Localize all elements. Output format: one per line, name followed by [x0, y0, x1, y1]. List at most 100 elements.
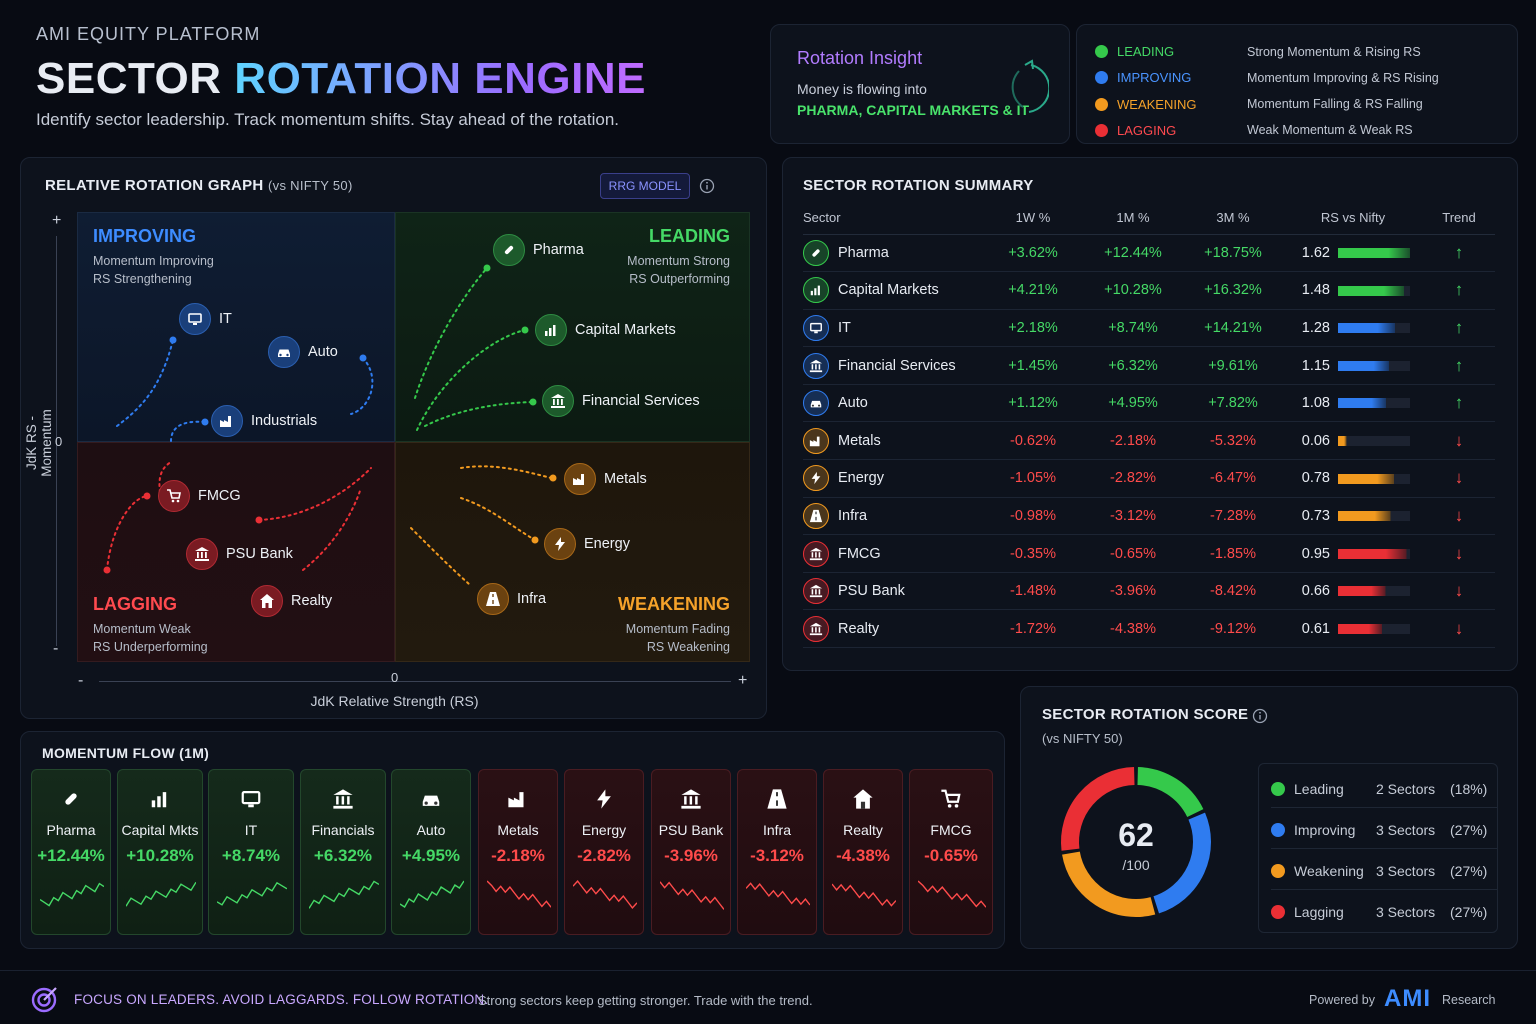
table-row[interactable]: Infra -0.98% -3.12% -7.28% 0.73 ↓ [803, 497, 1495, 536]
table-row[interactable]: Realty -1.72% -4.38% -9.12% 0.61 ↓ [803, 609, 1495, 649]
momentum-card[interactable]: PSU Bank -3.96% [651, 769, 731, 935]
rrg-node-label: Industrials [251, 413, 318, 429]
quadrant-label-improving: IMPROVING [93, 226, 197, 246]
rotation-trails [103, 264, 557, 585]
momentum-card-value: +12.44% [37, 846, 105, 865]
table-row[interactable]: FMCG -0.35% -0.65% -1.85% 0.95 ↓ [803, 534, 1495, 573]
sector-cell: FMCG [803, 534, 983, 573]
rrg-node-auto[interactable]: Auto [268, 336, 338, 368]
insight-title: Rotation Insight [797, 48, 923, 68]
score-label: Improving [1294, 821, 1356, 838]
rrg-node-label: Infra [517, 591, 547, 607]
info-icon[interactable] [699, 178, 715, 194]
y-axis-line [56, 236, 57, 646]
momentum-card-name: Infra [762, 822, 791, 838]
momentum-card[interactable]: Auto +4.95% [391, 769, 471, 935]
momentum-card[interactable]: Metals -2.18% [478, 769, 558, 935]
rrg-model-button[interactable]: RRG MODEL [600, 173, 690, 199]
page-title: SECTOR ROTATION ENGINE [36, 54, 646, 104]
momentum-card[interactable]: Energy -2.82% [564, 769, 644, 935]
bank-icon [542, 385, 574, 417]
bank-icon [301, 782, 385, 816]
info-icon[interactable] [1252, 708, 1268, 724]
table-row[interactable]: IT +2.18% +8.74% +14.21% 1.28 ↑ [803, 309, 1495, 348]
rrg-node-industrials[interactable]: Industrials [211, 405, 317, 437]
cart-icon [910, 782, 992, 816]
momentum-card[interactable]: Pharma +12.44% [31, 769, 111, 935]
cell-3m: -1.85% [1183, 534, 1283, 573]
trend-cell: ↑ [1423, 309, 1495, 348]
bank-icon [803, 540, 829, 567]
rs-bar [1338, 511, 1410, 522]
rrg-node-label: Energy [584, 536, 630, 552]
col-header: 1W % [983, 202, 1083, 235]
table-row[interactable]: Capital Markets +4.21% +10.28% +16.32% 1.48 ↑ [803, 271, 1495, 310]
pill-icon [803, 239, 829, 266]
table-row[interactable]: Metals -0.62% -2.18% -5.32% 0.06 ↓ [803, 421, 1495, 461]
legend-label: WEAKENING [1117, 97, 1197, 112]
table-row[interactable]: PSU Bank -1.48% -3.96% -8.42% 0.66 ↓ [803, 572, 1495, 611]
title-part-b: ROTATION ENGINE [234, 54, 646, 103]
sector-cell: Infra [803, 497, 983, 536]
legend-label: LAGGING [1117, 123, 1177, 138]
cell-1m: -3.12% [1083, 497, 1183, 536]
rs-value: 1.08 [1301, 395, 1330, 412]
rs-value: 0.95 [1301, 545, 1330, 562]
sector-cell: Auto [803, 384, 983, 423]
score-pct: (18%) [1450, 780, 1488, 797]
table-row[interactable]: Energy -1.05% -2.82% -6.47% 0.78 ↓ [803, 459, 1495, 498]
rrg-node-pharma[interactable]: Pharma [493, 234, 584, 266]
momentum-card-value: +8.74% [221, 846, 281, 865]
score-donut [1061, 767, 1211, 917]
powered-by: Powered by [1309, 993, 1376, 1007]
score-dot [1271, 863, 1285, 878]
momentum-card-value: -3.96% [664, 846, 718, 865]
momentum-card[interactable]: Financials +6.32% [300, 769, 386, 935]
rrg-node-label: PSU Bank [226, 546, 293, 562]
quadrant-legend: LEADING Strong Momentum & Rising RS IMPR… [1076, 24, 1518, 144]
rrg-node-infra[interactable]: Infra [477, 583, 546, 615]
rrg-node-energy[interactable]: Energy [544, 528, 630, 560]
rotation-score-panel: SECTOR ROTATION SCORE (vs NIFTY 50) 62 /… [1020, 686, 1518, 949]
momentum-card[interactable]: IT +8.74% [208, 769, 294, 935]
rrg-node-it[interactable]: IT [179, 303, 232, 335]
quadrant-desc-line: RS Strengthening [93, 272, 192, 286]
table-row[interactable]: Auto +1.12% +4.95% +7.82% 1.08 ↑ [803, 384, 1495, 423]
col-header: 3M % [1183, 202, 1283, 235]
table-row[interactable]: Financial Services +1.45% +6.32% +9.61% 1.15… [803, 346, 1495, 385]
momentum-card[interactable]: Capital Mkts +10.28% [117, 769, 203, 935]
sparkline [217, 881, 287, 906]
score-title: SECTOR ROTATION SCORE [1042, 706, 1249, 723]
sparkline [832, 883, 896, 907]
momentum-card-name: Financials [311, 822, 375, 838]
rrg-node-psu-bank[interactable]: PSU Bank [186, 538, 293, 570]
sparkline [918, 880, 986, 908]
score-dot [1271, 781, 1285, 796]
momentum-card[interactable]: Infra -3.12% [737, 769, 817, 935]
y-axis-minus: - [53, 640, 59, 657]
car-icon [392, 782, 470, 816]
rrg-node-realty[interactable]: Realty [251, 585, 332, 617]
momentum-card[interactable]: FMCG -0.65% [909, 769, 993, 935]
momentum-card[interactable]: Realty -4.38% [823, 769, 903, 935]
rrg-node-financial-services[interactable]: Financial Services [542, 385, 700, 417]
bank-icon [803, 352, 829, 379]
quadrant-desc: Momentum Weak RS Underperforming [93, 620, 208, 656]
footer-tagline: FOCUS ON LEADERS. AVOID LAGGARDS. FOLLOW… [74, 992, 489, 1007]
rrg-node-fmcg[interactable]: FMCG [158, 480, 241, 512]
brand-label: AMI EQUITY PLATFORM [36, 24, 261, 44]
trail-pharma [414, 267, 488, 399]
y-axis-label: JdK RS - Momentum [24, 409, 54, 477]
rrg-node-capital-markets[interactable]: Capital Markets [535, 314, 676, 346]
cell-3m: +18.75% [1183, 234, 1283, 273]
trend-cell: ↓ [1423, 497, 1495, 536]
monitor-icon [803, 314, 829, 341]
arrow-up-icon: ↑ [1454, 242, 1464, 262]
trend-cell: ↓ [1423, 609, 1495, 649]
table-row[interactable]: Pharma +3.62% +12.44% +18.75% 1.62 ↑ [803, 234, 1495, 273]
x-axis-minus: - [78, 672, 84, 689]
rrg-node-metals[interactable]: Metals [564, 463, 647, 495]
score-row: Improving 3 Sectors (27%) [1271, 811, 1497, 849]
momentum-card-name: Energy [581, 822, 627, 838]
cell-1w: -0.35% [983, 534, 1083, 573]
